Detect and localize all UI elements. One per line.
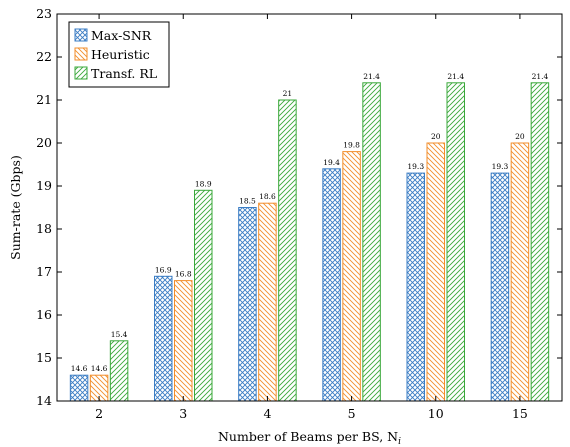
x-tick-label: 10 (428, 406, 444, 421)
bar-max-snr-2 (69, 374, 89, 402)
bar-max-snr-5 (322, 168, 341, 402)
y-axis: 14 15 16 17 18 19 20 21 22 23 (36, 6, 562, 408)
data-label: 15.4 (111, 330, 128, 339)
data-label: 21.4 (363, 72, 380, 81)
x-axis-label-main: Number of Beams per BS, N (218, 429, 398, 444)
bar-heuristic-15 (510, 142, 530, 402)
y-axis-label: Sum-rate (Gbps) (8, 155, 23, 260)
data-label: 20 (515, 132, 525, 141)
data-label: 14.6 (71, 364, 88, 373)
y-tick-label: 21 (36, 92, 52, 107)
data-label: 20 (431, 132, 441, 141)
data-label: 19.8 (343, 141, 360, 150)
legend-swatch (74, 66, 88, 80)
data-label: 19.4 (323, 158, 340, 167)
data-label: 16.8 (175, 270, 192, 279)
bar-max-snr-4 (238, 207, 257, 402)
bar-transf-rl-10 (446, 82, 465, 402)
data-label: 18.5 (239, 197, 256, 206)
legend-swatch (74, 47, 88, 61)
data-label: 18.6 (259, 192, 276, 201)
legend-entry: Transf. RL (91, 66, 157, 81)
bar-max-snr-10 (406, 172, 425, 402)
bar-transf-rl-2 (109, 340, 129, 402)
data-label: 18.9 (195, 179, 212, 188)
x-tick-label: 2 (95, 406, 103, 421)
data-label: 14.6 (91, 364, 108, 373)
y-tick-label: 14 (36, 393, 52, 408)
bar-max-snr-3 (154, 275, 173, 402)
x-tick-label: 5 (348, 406, 356, 421)
data-label: 21 (283, 89, 293, 98)
value-labels-group: 14.6 14.615.416.9 16.818.918.5 18.62119.419… (71, 72, 549, 373)
data-label: 21.4 (447, 72, 464, 81)
bar-heuristic-4 (258, 202, 277, 402)
bar-transf-rl-5 (362, 82, 381, 402)
data-label: 16.9 (155, 265, 172, 274)
bar-heuristic-5 (342, 151, 361, 402)
y-tick-label: 15 (36, 350, 52, 365)
y-tick-label: 20 (36, 135, 52, 150)
plot-frame (56, 13, 563, 402)
bar-max-snr-15 (490, 172, 510, 402)
x-axis-label: Number of Beams per BS, Ni (218, 429, 401, 447)
data-label: 19.3 (492, 162, 509, 171)
legend-swatch (74, 28, 88, 42)
x-tick-label: 3 (179, 406, 187, 421)
x-axis-label-subscript: i (398, 437, 401, 447)
bar-heuristic-3 (174, 280, 193, 402)
bar-transf-rl-4 (278, 99, 297, 402)
bar-transf-rl-3 (194, 189, 213, 402)
y-tick-label: 17 (36, 264, 52, 279)
x-tick-label: 4 (263, 406, 271, 421)
bar-heuristic-10 (426, 142, 445, 402)
y-tick-label: 16 (36, 307, 52, 322)
x-tick-label: 15 (512, 406, 528, 421)
data-label: 19.3 (407, 162, 424, 171)
legend: Max-SNR Heuristic Transf. RL (68, 21, 170, 88)
bar-transf-rl-15 (530, 82, 550, 402)
x-axis: 2 3 4 5 10 15 (95, 14, 528, 421)
y-tick-label: 22 (36, 49, 52, 64)
y-tick-label: 23 (36, 6, 52, 21)
legend-entry: Max-SNR (91, 28, 152, 43)
legend-entry: Heuristic (91, 47, 150, 62)
y-tick-label: 18 (36, 221, 52, 236)
bars-group (69, 82, 550, 402)
y-tick-label: 19 (36, 178, 52, 193)
data-label: 21.4 (532, 72, 549, 81)
